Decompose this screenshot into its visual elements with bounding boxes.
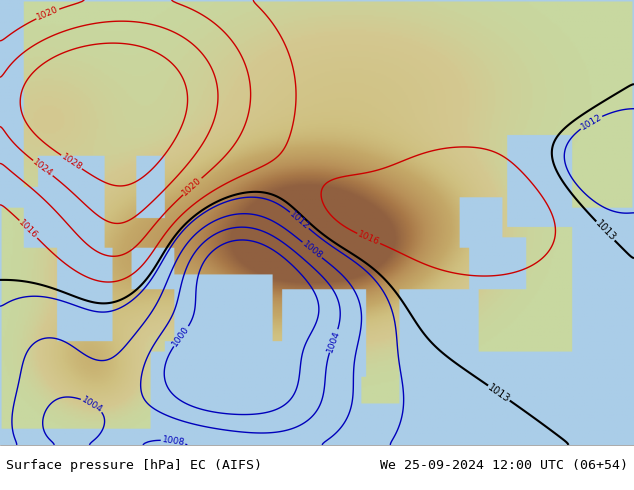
Text: 1020: 1020 (36, 5, 60, 22)
Text: 1013: 1013 (486, 382, 512, 404)
Text: We 25-09-2024 12:00 UTC (06+54): We 25-09-2024 12:00 UTC (06+54) (380, 459, 628, 472)
Text: 1028: 1028 (60, 152, 84, 172)
Text: 1000: 1000 (171, 324, 191, 348)
Text: 1013: 1013 (593, 219, 618, 243)
Text: 1008: 1008 (301, 239, 324, 261)
Text: 1016: 1016 (356, 230, 381, 247)
Text: Surface pressure [hPa] EC (AIFS): Surface pressure [hPa] EC (AIFS) (6, 459, 262, 472)
Text: 1012: 1012 (579, 112, 603, 132)
Text: 1012: 1012 (288, 209, 311, 231)
Text: 1020: 1020 (181, 175, 204, 197)
Text: 1016: 1016 (17, 218, 40, 241)
Text: 1024: 1024 (31, 157, 55, 179)
Text: 1008: 1008 (161, 435, 185, 447)
Text: 1004: 1004 (326, 329, 342, 353)
Text: 1004: 1004 (80, 394, 104, 414)
